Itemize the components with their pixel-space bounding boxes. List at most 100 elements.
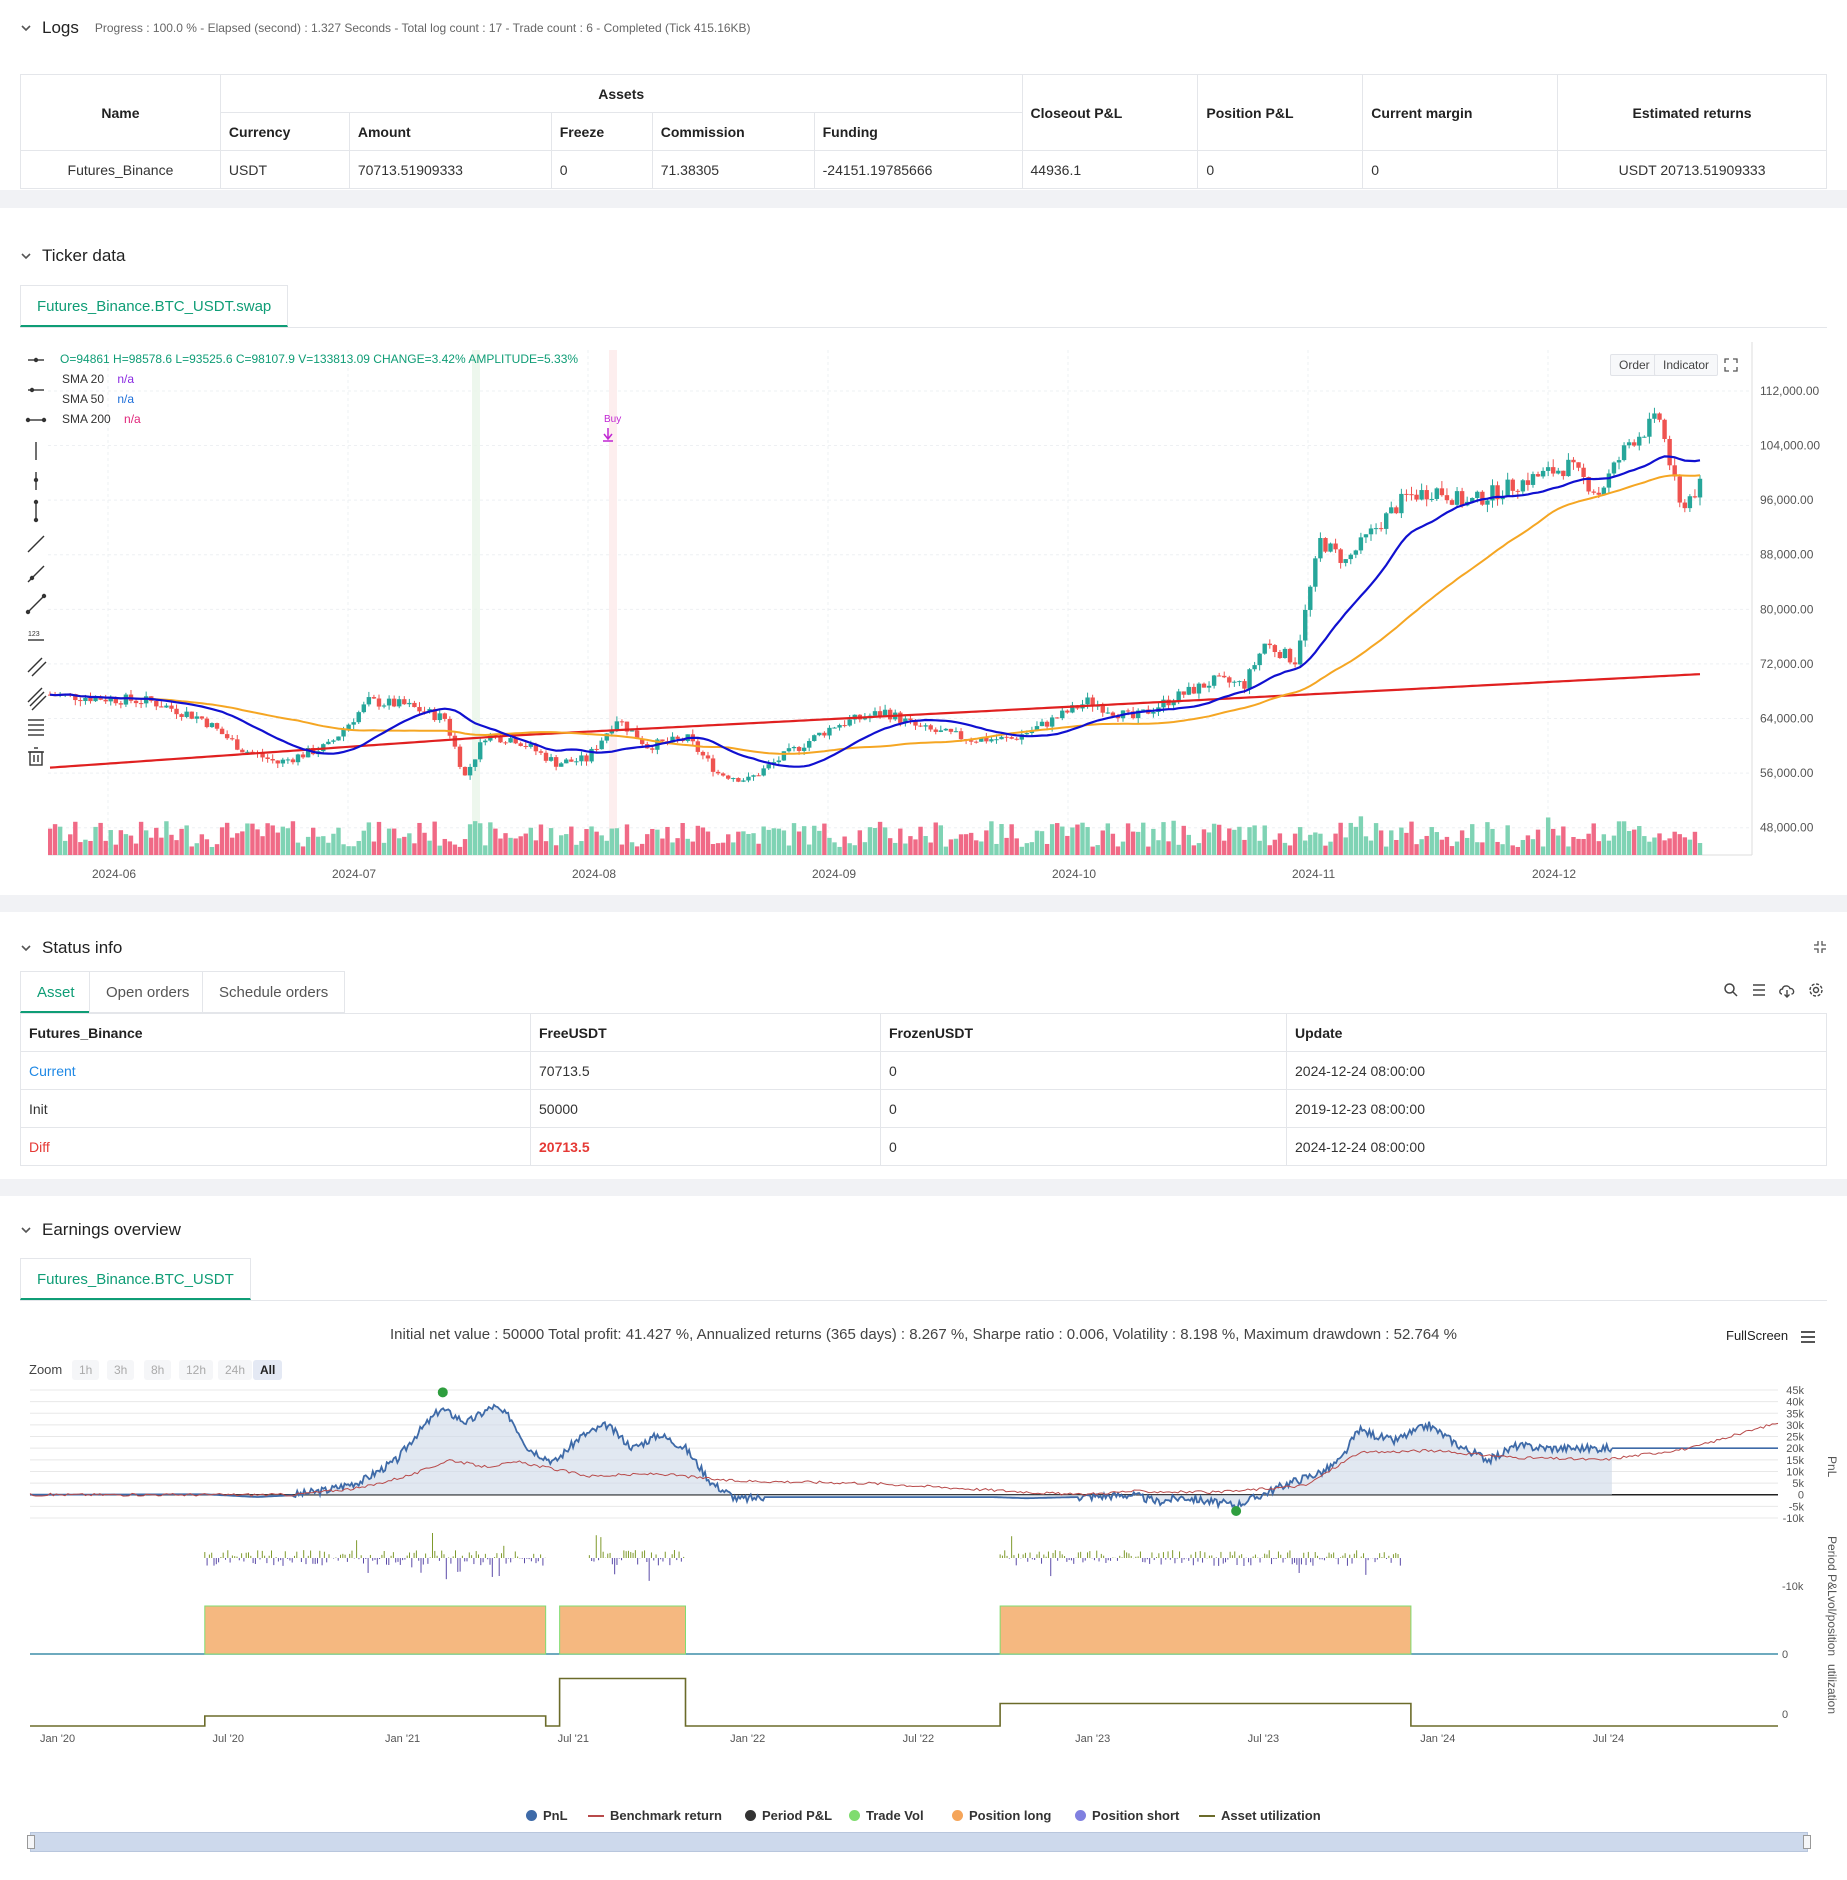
candle-body: [386, 698, 392, 706]
legend-label: Position long: [969, 1808, 1052, 1823]
candle-body: [1540, 470, 1546, 477]
tab-earnings-symbol[interactable]: Futures_Binance.BTC_USDT: [20, 1258, 251, 1300]
indicator-button[interactable]: Indicator: [1654, 354, 1719, 376]
legend-item[interactable]: Trade Vol: [849, 1808, 924, 1823]
vertical-segment-icon[interactable]: [33, 499, 39, 523]
volume-bar: [93, 826, 98, 855]
candle-body: [240, 749, 245, 753]
candle-body: [634, 730, 640, 739]
candle-body: [483, 740, 488, 743]
ticker-header[interactable]: Ticker data: [20, 246, 125, 266]
zoom-3h[interactable]: 3h: [107, 1360, 135, 1380]
tab-ticker-symbol[interactable]: Futures_Binance.BTC_USDT.swap: [20, 285, 289, 327]
candle-body: [1282, 648, 1288, 659]
trash-icon[interactable]: [28, 747, 44, 766]
gear-icon[interactable]: [1808, 982, 1824, 998]
volume-bar: [1515, 846, 1520, 855]
status-header[interactable]: Status info: [20, 938, 122, 958]
zoom-1h[interactable]: 1h: [72, 1360, 100, 1380]
expand-icon[interactable]: [1724, 358, 1738, 372]
zoom-24h[interactable]: 24h: [218, 1360, 253, 1380]
legend-item[interactable]: Period P&L: [745, 1808, 832, 1823]
logs-header[interactable]: Logs Progress : 100.0 % - Elapsed (secon…: [20, 18, 751, 38]
volume-bar: [52, 824, 58, 855]
volume-bar: [1181, 825, 1186, 855]
navigator-handle-right[interactable]: [1803, 1835, 1811, 1849]
trend-segment-icon[interactable]: [25, 593, 47, 615]
range-navigator[interactable]: [27, 1832, 1811, 1852]
cell-closeout: 44936.1: [1021, 150, 1199, 189]
volume-bar: [230, 837, 235, 855]
horizontal-ray-icon[interactable]: [28, 387, 44, 393]
tab-schedule-orders[interactable]: Schedule orders: [202, 971, 346, 1013]
legend-item[interactable]: Benchmark return: [588, 1808, 722, 1823]
volume-bar: [493, 828, 498, 855]
order-button[interactable]: Order: [1610, 354, 1659, 376]
volume-bar: [432, 821, 437, 855]
candle-body: [574, 761, 579, 763]
candle-body: [736, 778, 741, 782]
cloud-download-icon[interactable]: [1778, 982, 1796, 998]
volume-bar: [73, 821, 78, 855]
utilization-line: [30, 1677, 1778, 1727]
candle-body: [179, 714, 184, 717]
earnings-header[interactable]: Earnings overview: [20, 1220, 181, 1240]
menu-icon[interactable]: [1800, 1330, 1816, 1344]
parallel-lines-icon[interactable]: [27, 657, 47, 677]
navigator-handle-left[interactable]: [27, 1835, 35, 1849]
candle-body: [1070, 705, 1075, 713]
x-tick-label: Jan '22: [730, 1733, 765, 1745]
tab-asset[interactable]: Asset: [20, 971, 92, 1013]
price-label-icon[interactable]: 123: [28, 631, 44, 641]
logs-table: Name Assets Closeout P&L Position P&L Cu…: [20, 74, 1827, 189]
menu-icon[interactable]: [1751, 982, 1767, 998]
search-icon[interactable]: [1723, 982, 1739, 998]
horizontal-line-icon[interactable]: [28, 357, 44, 363]
volume-bar: [83, 839, 88, 855]
volume-bar: [832, 842, 837, 855]
zero-tick: 0: [1782, 1649, 1788, 1661]
drawing-toolbar[interactable]: 123: [24, 346, 48, 986]
legend-label: Position short: [1092, 1808, 1180, 1823]
tab-open-orders[interactable]: Open orders: [89, 971, 207, 1013]
candle-body: [457, 746, 463, 767]
volume-bar: [720, 842, 726, 855]
candle-body: [275, 760, 280, 764]
volume-bar: [1556, 835, 1561, 855]
zoom-12h[interactable]: 12h: [179, 1360, 214, 1380]
volume-bar: [645, 834, 650, 855]
vertical-ray-icon[interactable]: [33, 472, 39, 490]
legend-item[interactable]: Asset utilization: [1199, 1808, 1321, 1823]
row-label-current[interactable]: Current: [20, 1051, 531, 1090]
volume-bar: [1394, 839, 1399, 855]
horizontal-segment-icon[interactable]: [25, 417, 47, 423]
candle-body: [270, 758, 275, 761]
earnings-chart[interactable]: 45k40k35k30k25k20k15k10k5k0-5k-10kPnLPer…: [0, 1386, 1847, 1826]
collapse-icon[interactable]: [1813, 940, 1827, 954]
candle-body: [1556, 470, 1561, 474]
candle-body: [1085, 697, 1090, 705]
legend-item[interactable]: Position short: [1075, 1808, 1179, 1823]
legend-item[interactable]: Position long: [952, 1808, 1051, 1823]
channel-icon[interactable]: [27, 687, 47, 711]
volume-bar: [680, 823, 685, 855]
zoom-all[interactable]: All: [253, 1360, 283, 1380]
candle-body: [1338, 549, 1343, 563]
zoom-8h[interactable]: 8h: [144, 1360, 172, 1380]
fibonacci-icon[interactable]: [28, 719, 44, 736]
volume-bar: [503, 833, 508, 855]
candle-body: [827, 727, 832, 736]
candle-body: [913, 720, 918, 726]
volume-bar: [149, 837, 154, 855]
legend-item[interactable]: PnL: [526, 1808, 568, 1823]
volume-bar: [1363, 836, 1369, 855]
candlestick-chart[interactable]: 112,000.00 104,000.00 96,000.00 88,000.00 80…: [48, 342, 1838, 882]
candle-body: [204, 718, 210, 728]
cell-free: 20713.5: [530, 1127, 881, 1166]
trend-ray-icon[interactable]: [27, 565, 45, 583]
volume-bar: [1485, 822, 1490, 855]
volume-bar: [558, 835, 564, 855]
candle-body: [614, 721, 620, 731]
trend-line-icon[interactable]: [27, 535, 45, 553]
fullscreen-button[interactable]: FullScreen: [1726, 1328, 1789, 1343]
